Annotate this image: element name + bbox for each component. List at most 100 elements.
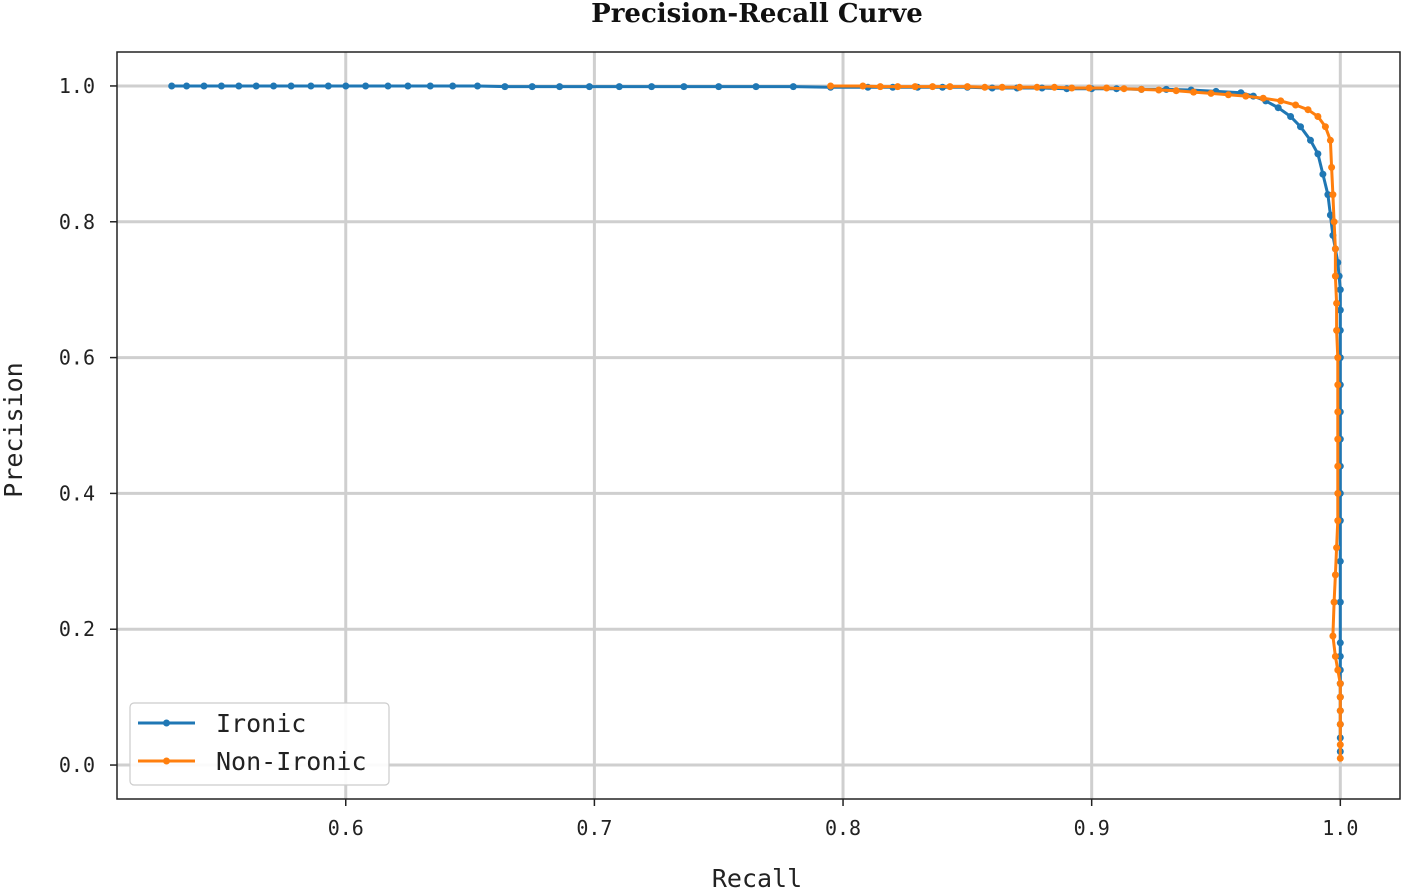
data-point-non-ironic: [894, 83, 902, 91]
data-point-non-ironic: [1329, 191, 1337, 199]
data-point-non-ironic: [1334, 489, 1342, 497]
data-point-non-ironic: [1334, 381, 1342, 389]
data-point-ironic: [449, 82, 457, 90]
y-tick-label: 0.0: [59, 753, 95, 777]
data-point-ironic: [1336, 598, 1344, 606]
data-point-non-ironic: [1259, 94, 1267, 102]
data-point-non-ironic: [1329, 632, 1337, 640]
data-point-ironic: [1336, 557, 1344, 565]
data-point-non-ironic: [963, 83, 971, 91]
data-point-non-ironic: [1331, 652, 1339, 660]
data-point-ironic: [648, 83, 656, 91]
data-point-ironic: [1324, 191, 1332, 199]
data-point-ironic: [528, 83, 536, 91]
data-point-ironic: [1314, 150, 1322, 158]
data-point-non-ironic: [981, 83, 989, 91]
data-point-non-ironic: [911, 83, 919, 91]
data-point-non-ironic: [1085, 84, 1093, 92]
data-point-non-ironic: [1336, 680, 1344, 688]
data-point-ironic: [1326, 211, 1334, 219]
data-point-ironic: [362, 82, 370, 90]
plot-frame: [116, 51, 1401, 800]
data-point-non-ironic: [1330, 598, 1338, 606]
data-point-ironic: [168, 82, 176, 90]
data-point-ironic: [252, 82, 260, 90]
data-point-non-ironic: [1331, 245, 1339, 253]
x-axis-label: Recall: [712, 864, 802, 893]
data-point-ironic: [200, 82, 208, 90]
data-point-ironic: [1319, 170, 1327, 178]
data-point-non-ironic: [1336, 754, 1344, 762]
data-point-non-ironic: [1333, 544, 1341, 552]
y-tick-label: 0.4: [59, 481, 95, 505]
data-point-ironic: [1297, 123, 1304, 131]
y-tick-label: 0.8: [59, 210, 95, 234]
axis-ticks: 0.6 0.7 0.8 0.9 1.0 0.0 0.2 0.4 0.6 0.8 1.0: [59, 74, 1359, 840]
data-point-non-ironic: [1333, 299, 1341, 307]
y-axis-label: Precision: [0, 362, 28, 497]
legend-marker-non-ironic: [163, 757, 170, 765]
data-point-non-ironic: [1336, 707, 1344, 715]
data-point-non-ironic: [946, 83, 954, 91]
x-tick-label: 1.0: [1322, 816, 1358, 840]
data-point-non-ironic: [1172, 87, 1180, 95]
data-point-non-ironic: [827, 82, 835, 90]
x-tick-label: 0.6: [328, 816, 364, 840]
data-point-non-ironic: [1120, 85, 1128, 93]
data-point-non-ironic: [1155, 86, 1163, 94]
data-point-non-ironic: [1242, 92, 1250, 100]
data-point-ironic: [324, 82, 332, 90]
legend-marker-ironic: [163, 719, 170, 727]
data-point-non-ironic: [1333, 326, 1341, 334]
data-point-ironic: [1287, 113, 1295, 120]
data-point-ironic: [474, 82, 481, 90]
data-point-non-ironic: [1314, 113, 1322, 120]
data-point-non-ironic: [1190, 88, 1198, 96]
data-point-ironic: [307, 82, 315, 90]
data-point-non-ironic: [1207, 89, 1215, 97]
chart-title: Precision-Recall Curve: [591, 0, 923, 29]
data-point-ironic: [384, 82, 392, 90]
data-point-non-ironic: [1334, 462, 1342, 470]
data-point-non-ironic: [929, 83, 937, 91]
data-point-ironic: [404, 82, 412, 90]
data-point-ironic: [217, 82, 225, 90]
data-point-non-ironic: [1326, 136, 1334, 144]
y-tick-label: 0.2: [59, 617, 95, 641]
y-tick-label: 0.6: [59, 346, 95, 370]
data-point-ironic: [1336, 306, 1344, 314]
data-point-ironic: [1336, 639, 1344, 647]
data-point-ironic: [1274, 104, 1282, 112]
data-point-non-ironic: [859, 82, 867, 90]
legend-label-ironic: Ironic: [216, 709, 306, 738]
data-point-ironic: [752, 83, 760, 91]
data-point-ironic: [715, 83, 723, 91]
data-point-non-ironic: [1033, 83, 1041, 91]
data-point-non-ironic: [1334, 435, 1342, 443]
data-point-ironic: [680, 83, 688, 91]
data-point-ironic: [585, 83, 593, 91]
data-point-ironic: [235, 82, 243, 90]
data-point-non-ironic: [1016, 83, 1024, 91]
data-point-non-ironic: [1050, 83, 1058, 91]
data-point-ironic: [287, 82, 295, 90]
data-point-non-ironic: [1336, 693, 1344, 701]
data-point-non-ironic: [1304, 106, 1312, 114]
data-point-non-ironic: [1328, 163, 1336, 171]
legend-label-non-ironic: Non-Ironic: [216, 747, 367, 776]
data-point-non-ironic: [1334, 354, 1342, 362]
data-point-non-ironic: [998, 83, 1006, 91]
series-layer: [168, 82, 1344, 762]
data-point-ironic: [183, 82, 191, 90]
data-point-non-ironic: [1103, 84, 1111, 92]
data-point-ironic: [1307, 136, 1314, 144]
data-point-non-ironic: [1321, 123, 1329, 131]
legend: Ironic Non-Ironic: [129, 702, 390, 786]
data-point-ironic: [615, 83, 623, 91]
data-point-non-ironic: [1068, 84, 1076, 92]
data-point-non-ironic: [1331, 571, 1339, 579]
data-point-ironic: [342, 82, 350, 90]
data-point-non-ironic: [1334, 666, 1342, 674]
data-point-non-ironic: [1277, 97, 1285, 105]
